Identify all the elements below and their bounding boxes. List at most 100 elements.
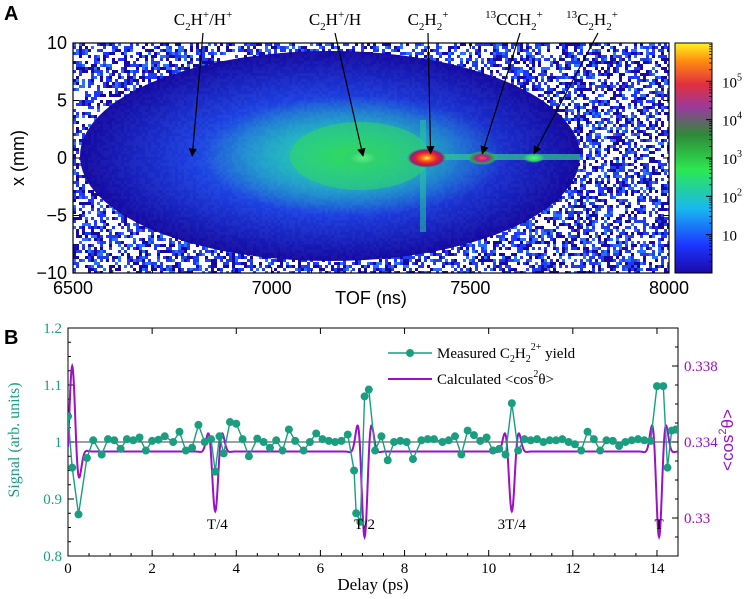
noise-pixel bbox=[244, 43, 247, 46]
noise-pixel bbox=[151, 268, 154, 271]
noise-pixel bbox=[76, 61, 79, 64]
noise-pixel bbox=[79, 85, 82, 88]
noise-pixel bbox=[115, 94, 118, 97]
noise-pixel bbox=[94, 76, 97, 79]
noise-pixel bbox=[76, 175, 79, 178]
noise-pixel bbox=[265, 49, 268, 52]
noise-pixel bbox=[106, 256, 109, 259]
noise-pixel bbox=[376, 49, 379, 52]
noise-pixel bbox=[415, 262, 418, 265]
noise-pixel bbox=[253, 43, 256, 46]
noise-pixel bbox=[301, 259, 304, 262]
noise-pixel bbox=[355, 259, 358, 262]
noise-pixel bbox=[178, 55, 181, 58]
noise-pixel bbox=[253, 271, 256, 273]
noise-pixel bbox=[364, 265, 367, 268]
noise-pixel bbox=[103, 268, 106, 271]
noise-pixel bbox=[118, 49, 121, 52]
noise-pixel bbox=[73, 208, 76, 211]
noise-pixel bbox=[187, 61, 190, 64]
noise-pixel bbox=[103, 256, 106, 259]
noise-pixel bbox=[175, 49, 178, 52]
noise-pixel bbox=[394, 49, 397, 52]
noise-pixel bbox=[358, 271, 361, 273]
noise-pixel bbox=[142, 238, 145, 241]
noise-pixel bbox=[73, 160, 76, 163]
noise-pixel bbox=[127, 259, 130, 262]
noise-pixel bbox=[406, 52, 409, 55]
noise-pixel bbox=[91, 193, 94, 196]
noise-pixel bbox=[82, 124, 85, 127]
noise-pixel bbox=[82, 247, 85, 250]
noise-pixel bbox=[298, 262, 301, 265]
noise-pixel bbox=[166, 49, 169, 52]
noise-pixel bbox=[418, 256, 421, 259]
noise-pixel bbox=[79, 61, 82, 64]
noise-pixel bbox=[253, 265, 256, 268]
noise-pixel bbox=[142, 76, 145, 79]
noise-pixel bbox=[130, 70, 133, 73]
noise-pixel bbox=[274, 52, 277, 55]
noise-pixel bbox=[91, 250, 94, 253]
noise-pixel bbox=[145, 76, 148, 79]
noise-pixel bbox=[109, 76, 112, 79]
noise-pixel bbox=[82, 202, 85, 205]
noise-pixel bbox=[76, 127, 79, 130]
noise-pixel bbox=[112, 259, 115, 262]
noise-pixel bbox=[211, 262, 214, 265]
noise-pixel bbox=[190, 268, 193, 271]
noise-pixel bbox=[124, 94, 127, 97]
noise-pixel bbox=[211, 52, 214, 55]
noise-pixel bbox=[163, 64, 166, 67]
noise-pixel bbox=[73, 196, 76, 199]
noise-pixel bbox=[178, 247, 181, 250]
noise-pixel bbox=[181, 259, 184, 262]
noise-pixel bbox=[424, 256, 427, 259]
noise-pixel bbox=[121, 220, 124, 223]
noise-pixel bbox=[127, 82, 130, 85]
noise-pixel bbox=[229, 256, 232, 259]
noise-pixel bbox=[91, 229, 94, 232]
noise-pixel bbox=[334, 271, 337, 273]
noise-pixel bbox=[331, 46, 334, 49]
noise-pixel bbox=[154, 268, 157, 271]
noise-pixel bbox=[322, 46, 325, 49]
noise-pixel bbox=[208, 259, 211, 262]
noise-pixel bbox=[379, 268, 382, 271]
noise-pixel bbox=[100, 94, 103, 97]
noise-pixel bbox=[73, 253, 76, 256]
noise-pixel bbox=[106, 100, 109, 103]
noise-pixel bbox=[121, 76, 124, 79]
noise-pixel bbox=[139, 259, 142, 262]
noise-pixel bbox=[118, 250, 121, 253]
noise-pixel bbox=[88, 265, 91, 268]
noise-pixel bbox=[73, 121, 76, 124]
noise-pixel bbox=[217, 49, 220, 52]
noise-pixel bbox=[196, 46, 199, 49]
noise-pixel bbox=[232, 49, 235, 52]
noise-pixel bbox=[151, 49, 154, 52]
noise-pixel bbox=[379, 259, 382, 262]
noise-pixel bbox=[265, 43, 268, 46]
noise-pixel bbox=[187, 268, 190, 271]
noise-pixel bbox=[76, 163, 79, 166]
noise-pixel bbox=[115, 49, 118, 52]
noise-pixel bbox=[247, 49, 250, 52]
noise-pixel bbox=[337, 268, 340, 271]
noise-pixel bbox=[280, 265, 283, 268]
noise-pixel bbox=[415, 259, 418, 262]
noise-pixel bbox=[142, 256, 145, 259]
noise-pixel bbox=[361, 271, 364, 273]
noise-pixel bbox=[217, 268, 220, 271]
noise-pixel bbox=[340, 262, 343, 265]
noise-pixel bbox=[409, 259, 412, 262]
noise-pixel bbox=[259, 265, 262, 268]
noise-pixel bbox=[76, 64, 79, 67]
noise-pixel bbox=[130, 55, 133, 58]
noise-pixel bbox=[292, 259, 295, 262]
noise-pixel bbox=[124, 223, 127, 226]
noise-pixel bbox=[109, 232, 112, 235]
noise-pixel bbox=[118, 265, 121, 268]
noise-pixel bbox=[193, 268, 196, 271]
noise-pixel bbox=[76, 181, 79, 184]
